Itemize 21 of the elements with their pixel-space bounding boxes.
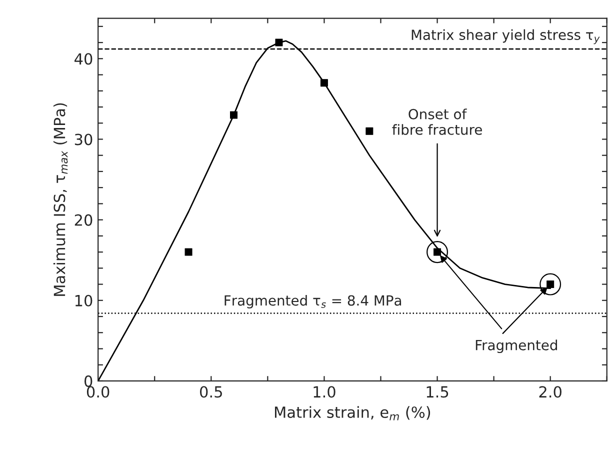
y-axis-title: Maximum ISS, τ$_{max}$ (MPa) (53, 103, 68, 296)
x-tick-label: 0.0 (86, 386, 110, 398)
y-tick-label: 20 (74, 214, 92, 226)
point (184, 248, 192, 256)
point (366, 127, 374, 135)
ref-line-label: Fragmented τ$_{s}$ = 8.4 MPa (224, 294, 402, 308)
point (230, 111, 238, 119)
y-tick-label: 10 (75, 294, 92, 306)
y-tick-label: 0 (84, 375, 92, 387)
x-tick-label: 0.5 (200, 386, 222, 398)
x-tick-label: 2.0 (539, 386, 562, 398)
ref-line-label: Matrix shear yield stress τ$_{y}$ (412, 29, 600, 44)
y-tick-label: 30 (74, 134, 92, 146)
point (275, 38, 283, 46)
y-tick-label: 40 (74, 53, 92, 65)
x-tick-label: 1.5 (426, 386, 448, 398)
annotation: Fragmented (476, 340, 558, 354)
annotation: Onset of fibre fracture (392, 108, 482, 135)
x-axis-title: Matrix strain, e$_{m}$ (%) (274, 406, 430, 420)
x-tick-label: 1.0 (314, 386, 336, 398)
point (320, 79, 328, 87)
